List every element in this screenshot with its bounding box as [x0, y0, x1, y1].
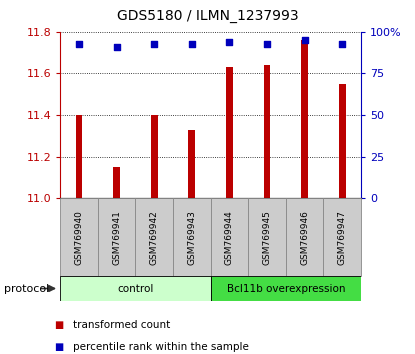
Bar — [339, 84, 346, 198]
Bar — [113, 167, 120, 198]
Bar — [188, 130, 195, 198]
Bar — [173, 198, 210, 276]
Text: GDS5180 / ILMN_1237993: GDS5180 / ILMN_1237993 — [117, 9, 298, 23]
Bar — [248, 198, 286, 276]
Point — [151, 41, 158, 46]
Point — [301, 37, 308, 43]
Text: control: control — [117, 284, 154, 293]
Text: ■: ■ — [54, 342, 63, 352]
Bar — [264, 65, 271, 198]
Text: GSM769947: GSM769947 — [338, 210, 347, 265]
Text: GSM769945: GSM769945 — [263, 210, 271, 265]
Bar — [286, 198, 323, 276]
Text: GSM769943: GSM769943 — [187, 210, 196, 265]
Bar — [60, 276, 211, 301]
Point — [339, 41, 346, 46]
Bar — [211, 198, 248, 276]
Text: GSM769940: GSM769940 — [74, 210, 83, 265]
Text: GSM769942: GSM769942 — [150, 210, 159, 264]
Text: protocol: protocol — [4, 284, 49, 293]
Text: ■: ■ — [54, 320, 63, 330]
Text: GSM769944: GSM769944 — [225, 210, 234, 264]
Text: percentile rank within the sample: percentile rank within the sample — [73, 342, 249, 352]
Point — [226, 39, 233, 45]
Bar — [98, 198, 135, 276]
Point — [113, 44, 120, 50]
Bar — [151, 115, 158, 198]
Text: Bcl11b overexpression: Bcl11b overexpression — [227, 284, 345, 293]
Text: transformed count: transformed count — [73, 320, 170, 330]
Bar — [60, 198, 98, 276]
Point — [76, 41, 82, 46]
Text: GSM769941: GSM769941 — [112, 210, 121, 265]
Bar — [135, 198, 173, 276]
Point — [264, 41, 270, 46]
Bar — [301, 40, 308, 198]
Text: GSM769946: GSM769946 — [300, 210, 309, 265]
Bar — [211, 276, 361, 301]
Point — [188, 41, 195, 46]
Bar — [76, 115, 82, 198]
Bar — [323, 198, 361, 276]
Bar — [226, 67, 233, 198]
